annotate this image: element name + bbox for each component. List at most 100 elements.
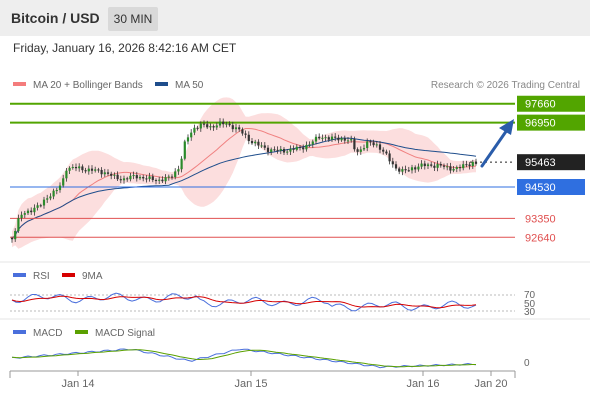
legend-macd: MACD xyxy=(13,328,62,339)
candle-body xyxy=(212,126,215,128)
copyright-text: Research © 2026 Trading Central xyxy=(430,80,580,91)
candle-body xyxy=(295,146,298,150)
x-label-jan15: Jan 15 xyxy=(234,378,267,390)
candle-body xyxy=(97,169,100,171)
candle-body xyxy=(52,190,55,197)
timeframe-button[interactable]: 30 MIN xyxy=(108,7,158,31)
candle-body xyxy=(177,169,180,172)
candle-body xyxy=(334,136,337,138)
candle-body xyxy=(215,125,218,128)
candle-body xyxy=(183,141,186,159)
candle-body xyxy=(298,146,302,148)
candle-body xyxy=(257,141,260,146)
level-label-96950: 96950 xyxy=(525,118,556,130)
candle-body xyxy=(225,123,228,125)
level-box-95463 xyxy=(517,154,585,171)
candle-body xyxy=(286,151,289,153)
candle-body xyxy=(462,164,465,169)
candle-body xyxy=(369,141,372,143)
x-label-jan16: Jan 16 xyxy=(406,378,439,390)
candle-body xyxy=(398,168,401,172)
candle-body xyxy=(372,142,375,146)
candle-body xyxy=(14,230,17,240)
forecast-arrow-line xyxy=(480,128,509,168)
forecast-arrow-head xyxy=(499,119,514,135)
candle-body xyxy=(106,172,110,174)
level-label-93350: 93350 xyxy=(525,213,556,225)
candle-body xyxy=(81,166,84,171)
candle-body xyxy=(436,164,439,168)
candle-body xyxy=(49,196,52,199)
moving-averages xyxy=(11,128,477,240)
candle-body xyxy=(135,175,138,179)
bollinger-band-area xyxy=(12,97,476,249)
candle-body xyxy=(42,199,46,206)
candle-body xyxy=(154,180,158,182)
legend-ma50: MA 50 xyxy=(155,80,203,91)
candle-body xyxy=(314,136,318,142)
macd-line xyxy=(11,348,477,369)
candle-body xyxy=(330,136,334,140)
bollinger-bands xyxy=(12,97,476,249)
candle-body xyxy=(346,140,350,142)
candle-body xyxy=(199,123,202,129)
candle-body xyxy=(241,129,244,134)
candle-body xyxy=(39,205,42,207)
candle-body xyxy=(458,167,462,169)
candle-body xyxy=(247,134,250,142)
candle-body xyxy=(417,166,420,170)
candle-body xyxy=(449,166,452,171)
candle-body xyxy=(23,213,26,215)
level-label-95463: 95463 xyxy=(525,157,556,169)
candle-body xyxy=(359,149,362,152)
candle-body xyxy=(455,167,458,169)
candle-body xyxy=(260,145,263,147)
forecast-arrow xyxy=(480,119,514,168)
candle-body xyxy=(340,138,343,141)
level-label-94530: 94530 xyxy=(525,182,556,194)
candle-body xyxy=(292,148,295,150)
candle-body xyxy=(58,185,62,191)
candle-body xyxy=(311,141,314,145)
legend-macd-signal: MACD Signal xyxy=(75,328,155,339)
candle-body xyxy=(206,124,209,128)
candle-body xyxy=(305,144,308,150)
rsi-ma-line xyxy=(11,295,477,309)
candle-body xyxy=(446,166,449,168)
candle-body xyxy=(356,149,359,152)
ma20-line xyxy=(11,128,477,240)
macd-swatch xyxy=(13,330,26,335)
rsi-tick-50: 50 xyxy=(524,299,536,310)
pane-separators xyxy=(0,261,590,320)
candle-body xyxy=(407,170,410,172)
candle-body xyxy=(465,164,468,166)
candle-body xyxy=(30,210,33,213)
legend-macd-signal-label: MACD Signal xyxy=(95,328,156,339)
candle-body xyxy=(420,163,423,167)
candle-body xyxy=(167,176,170,178)
candle-body xyxy=(385,151,388,154)
ma20-swatch xyxy=(13,82,26,87)
candle-body xyxy=(196,127,199,129)
candle-body xyxy=(193,127,196,133)
rsi-tick-70: 70 xyxy=(524,290,536,301)
level-box-94530 xyxy=(517,179,585,195)
legend-rsi-ma-label: 9MA xyxy=(82,271,103,282)
candle-body xyxy=(46,198,49,200)
candle-body xyxy=(164,177,167,182)
legend-rsi: RSI xyxy=(13,271,50,282)
legend-ma50-label: MA 50 xyxy=(175,80,204,91)
legend-macd-label: MACD xyxy=(33,328,63,339)
candle-body xyxy=(270,149,273,152)
candle-body xyxy=(401,169,404,172)
candle-body xyxy=(414,167,417,170)
candle-body xyxy=(74,167,78,169)
candle-body xyxy=(423,163,426,167)
candle-body xyxy=(113,174,116,176)
price-level-labels: 97660 96950 95463 94530 93350 92640 xyxy=(517,95,585,244)
candle-body xyxy=(138,176,142,179)
candle-body xyxy=(129,175,132,180)
chart-timestamp: Friday, January 16, 2026 8:42:16 AM CET xyxy=(13,41,237,55)
